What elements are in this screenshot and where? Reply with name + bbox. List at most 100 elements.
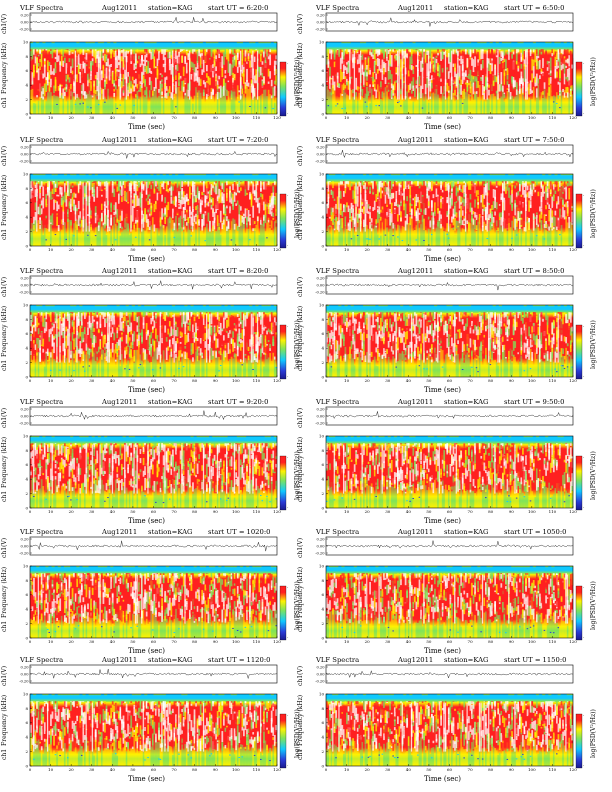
- panel-date: Aug12011: [398, 656, 434, 664]
- waveform-ylabel: ch1(V): [1, 665, 8, 686]
- panel-title: VLF Spectra: [20, 136, 64, 144]
- spectrogram-xtick-label: 30: [89, 639, 95, 644]
- spectrogram-xtick-label: 80: [192, 115, 198, 120]
- spectrogram-xtick-label: 30: [385, 247, 391, 252]
- waveform-ytick-label: -0.20: [315, 290, 325, 294]
- colorbar: --: [575, 455, 585, 511]
- spectrogram-xtick-label: 60: [151, 767, 157, 772]
- spectra-panel: VLF Spectra Aug12011 station=KAG start UT =…: [1, 656, 306, 784]
- spectrogram-xtick-label: 30: [89, 767, 95, 772]
- spectrogram-xtick-label: 70: [468, 115, 474, 120]
- spectrogram-xtick-label: 40: [406, 767, 412, 772]
- colorbar-tick-label: -: [583, 325, 585, 329]
- spectrogram-xtick-label: 80: [488, 247, 494, 252]
- spectrogram-ylabel: ch1 Frequency (kHz): [1, 695, 8, 760]
- panel-date: Aug12011: [398, 136, 434, 144]
- spectrogram-xtick-label: 20: [69, 378, 75, 383]
- waveform-trace: [325, 17, 574, 27]
- spectrogram-xtick-label: 120: [273, 639, 281, 644]
- spectra-panel: VLF Spectra Aug12011 station=KAG start UT =…: [297, 136, 602, 264]
- spectrogram-ytick-label: 8: [321, 186, 324, 191]
- spectrogram-xtick-label: 70: [468, 639, 474, 644]
- spectrogram-ytick-label: 4: [321, 346, 324, 351]
- spectrogram-xtick-label: 120: [569, 115, 577, 120]
- spectrogram-xtick-label: 10: [344, 509, 350, 514]
- colorbar-tick-label: -: [583, 112, 585, 116]
- panel-title: VLF Spectra: [20, 398, 64, 406]
- spectrogram-ylabel-text: Frequency (kHz): [297, 174, 304, 226]
- spectrogram-xtick-label: 50: [130, 509, 136, 514]
- spectrogram-xtick-label: 0: [325, 115, 328, 120]
- spectrogram-xtick-label: 0: [325, 247, 328, 252]
- colorbar-scale: [575, 61, 583, 117]
- panel-title: VLF Spectra: [316, 528, 360, 536]
- spectrogram-xtick-label: 70: [172, 378, 178, 383]
- start-time-value: 1020:0: [246, 528, 271, 536]
- waveform-plot: 0.20 0.00 -0.20: [19, 144, 278, 163]
- spectrogram-xtick-label: 60: [151, 247, 157, 252]
- spectrogram-xtick-label: 110: [253, 247, 261, 252]
- colorbar: --: [279, 585, 289, 641]
- colorbar-tick-label: -: [583, 375, 585, 379]
- x-axis-label: Time (sec): [128, 255, 166, 263]
- x-axis-label: Time (sec): [424, 647, 462, 655]
- panel-header: VLF Spectra Aug12011 station=KAG start UT =…: [20, 4, 290, 13]
- start-time-prefix: start UT =: [208, 528, 245, 536]
- colorbar-tick-label: -: [583, 456, 585, 460]
- waveform-ytick-label: 0.20: [20, 276, 29, 280]
- colorbar-scale: [279, 61, 287, 117]
- spectra-panel: VLF Spectra Aug12011 station=KAG start UT =…: [1, 136, 306, 264]
- spectra-panel: VLF Spectra Aug12011 station=KAG start UT =…: [297, 398, 602, 526]
- colorbar-scale: [575, 324, 583, 380]
- spectrogram-ytick-label: 2: [25, 229, 28, 234]
- spectrogram-ytick-label: 6: [25, 68, 28, 73]
- waveform-ytick-label: 0.00: [316, 672, 325, 676]
- spectrogram-ytick-label: 4: [25, 215, 28, 220]
- spectrogram-xtick-label: 60: [447, 509, 453, 514]
- spectrogram-ytick-label: 10: [23, 563, 29, 568]
- spectrogram-ylabel-prefix: ch1: [297, 228, 304, 240]
- spectrogram-ytick-label: 6: [25, 462, 28, 467]
- spectrogram-xtick-label: 110: [253, 509, 261, 514]
- spectrogram-ytick-label: 4: [25, 735, 28, 740]
- colorbar: --: [575, 193, 585, 249]
- spectrogram-xtick-label: 100: [528, 115, 536, 120]
- panel-date: Aug12011: [398, 4, 434, 12]
- spectrogram-ylabel: ch1 Frequency (kHz): [1, 43, 8, 108]
- x-axis-label: Time (sec): [424, 517, 462, 525]
- colorbar: --: [279, 193, 289, 249]
- spectrogram-ytick-label: 2: [321, 97, 324, 102]
- spectrogram-xtick-label: 110: [253, 115, 261, 120]
- spectrogram-ytick-label: 10: [319, 433, 325, 438]
- spectrogram-xtick-label: 100: [528, 247, 536, 252]
- spectrogram-xtick-label: 50: [130, 639, 136, 644]
- spectrogram-xtick-label: 20: [69, 767, 75, 772]
- spectrogram-xtick-label: 40: [406, 378, 412, 383]
- spectrogram-xtick-label: 10: [344, 767, 350, 772]
- spectra-panel: VLF Spectra Aug12011 station=KAG start UT =…: [1, 398, 306, 526]
- spectrogram-xtick-label: 110: [253, 767, 261, 772]
- spectrogram-xtick-label: 10: [48, 767, 54, 772]
- panel-station: station=KAG: [444, 528, 489, 536]
- start-time-prefix: start UT =: [504, 398, 541, 406]
- colorbar: --: [575, 324, 585, 380]
- spectrogram-xtick-label: 30: [385, 115, 391, 120]
- spectrogram-ylabel-prefix: ch1: [297, 359, 304, 371]
- waveform-ylabel: ch1(V): [297, 537, 304, 558]
- spectrogram-xtick-label: 120: [273, 378, 281, 383]
- colorbar-tick-label: -: [583, 586, 585, 590]
- spectra-panel: VLF Spectra Aug12011 station=KAG start UT =…: [297, 267, 602, 395]
- spectrogram-xtick-label: 10: [48, 639, 54, 644]
- spectra-panel: VLF Spectra Aug12011 station=KAG start UT =…: [1, 528, 306, 656]
- colorbar-scale: [279, 193, 287, 249]
- spectrogram-ytick-label: 2: [321, 749, 324, 754]
- spectrogram-xtick-label: 120: [273, 509, 281, 514]
- colorbar: --: [279, 713, 289, 769]
- spectrogram-ylabel-prefix: ch1: [297, 490, 304, 502]
- x-axis-label: Time (sec): [424, 775, 462, 783]
- panel-station: station=KAG: [444, 136, 489, 144]
- spectrogram-ylabel-prefix: ch1: [297, 748, 304, 760]
- spectrogram-ytick-label: 8: [321, 54, 324, 59]
